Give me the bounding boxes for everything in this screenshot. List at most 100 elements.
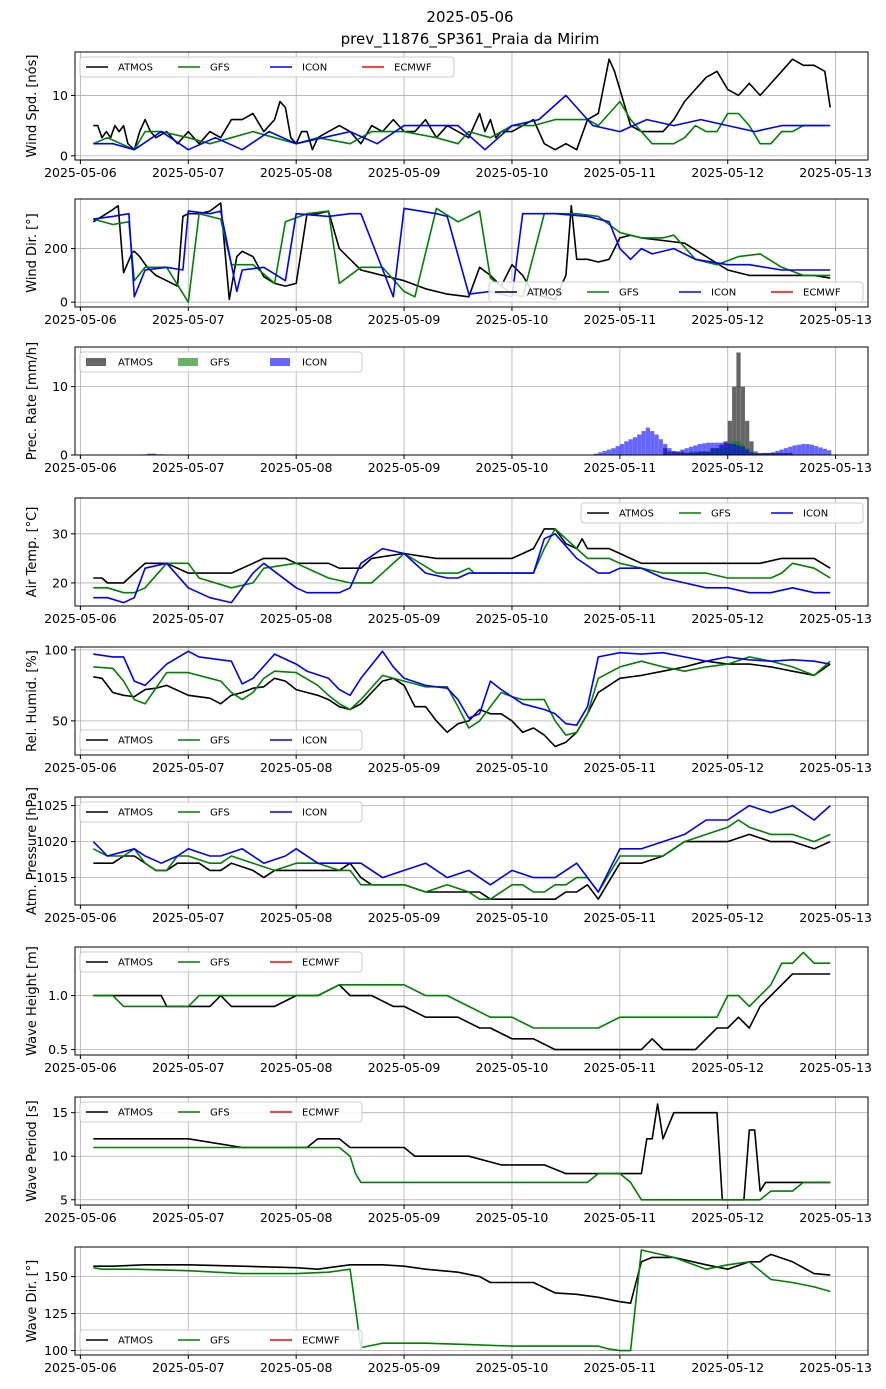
bar-icon bbox=[745, 449, 750, 455]
bar-icon bbox=[151, 453, 156, 455]
x-tick-label: 2025-05-09 bbox=[368, 611, 441, 626]
legend-label-ecmwf: ECMWF bbox=[302, 1108, 340, 1119]
legend-box bbox=[79, 801, 363, 823]
series-line-icon bbox=[93, 207, 831, 298]
panels: 2025-05-06 2025-05-07 2025-05-08 2025-05-09… bbox=[25, 51, 872, 1375]
axes-frame bbox=[74, 497, 869, 607]
x-tick-label: 2025-05-07 bbox=[152, 1210, 225, 1225]
series-line-gfs bbox=[93, 1146, 831, 1201]
x-tick-label: 2025-05-09 bbox=[368, 460, 441, 475]
y-tick-label: 10 bbox=[52, 88, 68, 103]
bar-icon bbox=[684, 448, 689, 455]
legend-label-icon: ICON bbox=[711, 288, 736, 299]
x-tick-label: 2025-05-11 bbox=[584, 910, 657, 925]
x-tick-label: 2025-05-07 bbox=[152, 460, 225, 475]
y-tick-label: 0 bbox=[60, 448, 68, 463]
legend-label-ecmwf: ECMWF bbox=[302, 1336, 340, 1347]
y-tick-label: 125 bbox=[44, 1306, 68, 1321]
x-tick-label: 2025-05-13 bbox=[799, 910, 872, 925]
legend-label-gfs: GFS bbox=[711, 509, 731, 520]
panel-6: 2025-05-06 2025-05-07 2025-05-08 2025-05-09… bbox=[25, 787, 872, 925]
bar-icon bbox=[783, 448, 789, 455]
legend-label-icon: ICON bbox=[803, 509, 828, 520]
y-tick-label: 0 bbox=[60, 148, 68, 163]
y-axis-label: Wave Height [m] bbox=[25, 946, 40, 1056]
x-tick-label: 2025-05-10 bbox=[476, 611, 549, 626]
bar-atmos bbox=[740, 386, 745, 455]
plot-area bbox=[93, 1103, 831, 1201]
panel-7: 2025-05-06 2025-05-07 2025-05-08 2025-05-09… bbox=[25, 946, 872, 1075]
axes-frame bbox=[74, 198, 869, 308]
x-tick-label: 2025-05-12 bbox=[691, 165, 764, 180]
y-tick-label: 20 bbox=[52, 575, 68, 590]
legend-label-atmos: ATMOS bbox=[118, 808, 153, 819]
bar-icon bbox=[827, 450, 832, 455]
legend-label-atmos: ATMOS bbox=[118, 63, 153, 74]
x-tick-label: 2025-05-07 bbox=[152, 1060, 225, 1075]
x-tick-label: 2025-05-12 bbox=[691, 611, 764, 626]
x-tick-label: 2025-05-11 bbox=[584, 460, 657, 475]
series-line-atmos bbox=[92, 202, 831, 301]
plot-area bbox=[93, 528, 831, 604]
legend-box bbox=[580, 502, 864, 524]
x-tick-label: 2025-05-11 bbox=[584, 312, 657, 327]
y-tick-label: 0 bbox=[60, 295, 68, 310]
bar-icon bbox=[805, 444, 810, 455]
series-line-gfs bbox=[93, 951, 831, 1029]
bar-icon bbox=[675, 451, 681, 455]
x-tick-label: 2025-05-07 bbox=[152, 1360, 225, 1375]
y-tick-label: 100 bbox=[44, 642, 68, 657]
y-tick-label: 1020 bbox=[36, 834, 68, 849]
bar-icon bbox=[680, 449, 685, 455]
plot-area bbox=[93, 951, 831, 1051]
y-tick-label: 1025 bbox=[36, 798, 68, 813]
panel-2: 2025-05-06 2025-05-07 2025-05-08 2025-05-09… bbox=[25, 198, 872, 327]
y-axis-label: Wave Dir. [°] bbox=[25, 1260, 40, 1343]
axes-frame bbox=[74, 346, 869, 456]
series-line-atmos bbox=[93, 973, 831, 1051]
x-tick-label: 2025-05-13 bbox=[799, 611, 872, 626]
bar-icon bbox=[736, 445, 741, 455]
bar-icon bbox=[701, 443, 707, 455]
bar-icon bbox=[732, 444, 737, 455]
legend-label-atmos: ATMOS bbox=[118, 358, 153, 369]
bar-icon bbox=[727, 443, 733, 455]
y-tick-label: 30 bbox=[52, 526, 68, 541]
y-axis-label: Wind Spd. [nós] bbox=[25, 55, 40, 158]
legend-swatch-gfs bbox=[178, 358, 198, 366]
x-tick-label: 2025-05-06 bbox=[44, 611, 117, 626]
bar-icon bbox=[766, 452, 771, 455]
panel-3: 2025-05-06 2025-05-07 2025-05-08 2025-05-09… bbox=[25, 342, 872, 475]
y-axis-label: Rel. Humid. [%] bbox=[25, 650, 40, 752]
legend-label-atmos: ATMOS bbox=[118, 1108, 153, 1119]
x-tick-label: 2025-05-13 bbox=[799, 1210, 872, 1225]
x-tick-label: 2025-05-12 bbox=[691, 1360, 764, 1375]
bar-atmos bbox=[749, 441, 754, 455]
series-line-gfs bbox=[93, 207, 831, 303]
x-tick-label: 2025-05-12 bbox=[691, 460, 764, 475]
x-tick-label: 2025-05-12 bbox=[691, 760, 764, 775]
x-tick-label: 2025-05-10 bbox=[476, 1210, 549, 1225]
panel-8: 2025-05-06 2025-05-07 2025-05-08 2025-05-09… bbox=[25, 1096, 872, 1225]
x-tick-label: 2025-05-09 bbox=[368, 312, 441, 327]
x-tick-label: 2025-05-10 bbox=[476, 165, 549, 180]
x-tick-label: 2025-05-07 bbox=[152, 910, 225, 925]
bar-icon bbox=[762, 452, 767, 455]
y-tick-label: 1015 bbox=[36, 870, 68, 885]
y-axis-label: Atm. Pressure [hPa] bbox=[25, 787, 40, 915]
x-tick-label: 2025-05-13 bbox=[799, 1060, 872, 1075]
x-tick-label: 2025-05-06 bbox=[44, 1360, 117, 1375]
legend-box bbox=[79, 1329, 363, 1351]
x-tick-label: 2025-05-12 bbox=[691, 1210, 764, 1225]
legend: ATMOS GFS ICON bbox=[79, 729, 363, 751]
legend-label-gfs: GFS bbox=[210, 358, 230, 369]
series-line-atmos bbox=[93, 660, 831, 748]
legend-label-gfs: GFS bbox=[210, 808, 230, 819]
legend-label-icon: ICON bbox=[302, 736, 327, 747]
bar-icon bbox=[809, 444, 815, 455]
legend-label-icon: ICON bbox=[302, 808, 327, 819]
bar-icon bbox=[658, 439, 663, 455]
bar-icon bbox=[147, 453, 152, 455]
x-tick-label: 2025-05-06 bbox=[44, 460, 117, 475]
